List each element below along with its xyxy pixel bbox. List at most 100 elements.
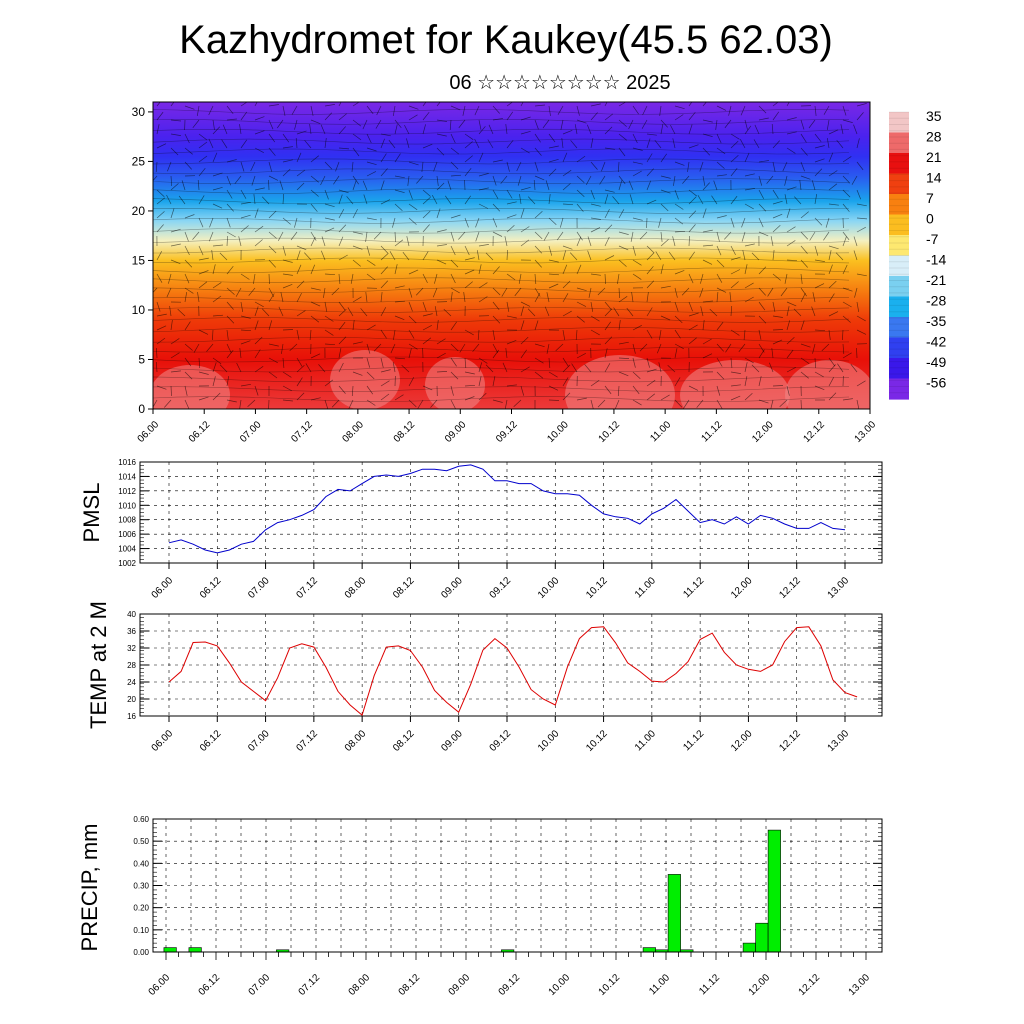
wind-vector xyxy=(394,315,405,321)
wind-vector xyxy=(618,341,629,345)
wind-vector xyxy=(543,231,550,241)
wind-vector xyxy=(422,143,433,149)
wind-vector xyxy=(520,239,530,247)
colorbar-label: 7 xyxy=(926,190,934,206)
wind-vector xyxy=(310,264,316,275)
wind-vector xyxy=(548,357,551,369)
wind-vector xyxy=(167,161,172,172)
wind-vector xyxy=(574,124,578,135)
heatmap-xtick-label: 07.00 xyxy=(238,419,264,445)
wind-vector xyxy=(156,385,167,390)
wind-vector xyxy=(476,250,480,261)
wind-vector xyxy=(450,105,461,111)
precip-xtick-label: 07.00 xyxy=(247,972,273,998)
wind-vector xyxy=(474,138,480,149)
wind-vector xyxy=(772,111,780,121)
wind-vector xyxy=(660,394,670,401)
wind-vector xyxy=(590,301,594,312)
wind-vector xyxy=(534,119,539,130)
wind-vector xyxy=(240,301,244,312)
wind-vector xyxy=(585,175,592,185)
wind-vector xyxy=(856,203,867,207)
wind-vector xyxy=(576,352,586,359)
wind-vector xyxy=(506,111,514,121)
wind-vector xyxy=(324,161,333,170)
wind-vector xyxy=(504,236,508,247)
wind-vector xyxy=(814,158,825,163)
wind-vector xyxy=(351,161,354,172)
wind-vector xyxy=(814,357,817,369)
wind-vector xyxy=(296,250,301,261)
wind-vector xyxy=(282,259,293,263)
wind-vector xyxy=(305,363,312,373)
wind-vector xyxy=(590,329,600,336)
wind-vector xyxy=(674,329,681,339)
wind-vector xyxy=(800,161,805,172)
wind-vector xyxy=(170,175,173,187)
colorbar-swatch xyxy=(889,317,909,339)
wind-vector xyxy=(674,203,684,210)
wind-vector xyxy=(660,264,664,275)
wind-vector xyxy=(793,308,802,317)
precip-ytick-label: 0.40 xyxy=(133,859,149,868)
wind-vector xyxy=(408,105,419,110)
wind-vector xyxy=(658,362,662,373)
wind-vector xyxy=(277,231,284,241)
wind-vector xyxy=(758,175,763,186)
wind-vector xyxy=(604,102,608,107)
wind-vector xyxy=(842,189,851,198)
wind-vector xyxy=(618,119,627,127)
wind-vector xyxy=(674,161,685,166)
wind-vector xyxy=(296,377,303,387)
wind-vector xyxy=(534,245,543,254)
wind-vector xyxy=(198,270,209,275)
wind-vector xyxy=(170,338,180,345)
wind-vector xyxy=(828,152,834,163)
wind-vector xyxy=(562,129,573,135)
wind-vector xyxy=(492,301,500,311)
wind-vector xyxy=(853,236,858,247)
wind-vector xyxy=(814,194,818,205)
wind-vector xyxy=(478,152,484,163)
wind-vector xyxy=(828,311,839,317)
wind-vector xyxy=(597,287,606,296)
wind-vector xyxy=(212,126,221,135)
wind-vector xyxy=(744,282,754,289)
wind-vector xyxy=(674,399,683,408)
wind-vector xyxy=(184,273,190,284)
wind-vector xyxy=(254,130,265,135)
wind-vector xyxy=(702,208,707,219)
temp-ytick-label: 20 xyxy=(127,695,136,704)
wind-vector xyxy=(728,105,732,116)
wind-vector xyxy=(492,287,501,296)
wind-vector xyxy=(282,245,286,256)
wind-vector xyxy=(617,273,620,284)
precip-xtick-label: 09.12 xyxy=(497,972,523,998)
wind-vector xyxy=(814,283,825,289)
wind-vector xyxy=(212,392,221,401)
wind-vector xyxy=(786,131,797,135)
wind-vector xyxy=(842,119,853,123)
wind-vector xyxy=(226,231,236,238)
colorbar-swatch xyxy=(889,153,909,175)
wind-vector xyxy=(618,209,625,219)
wind-vector xyxy=(268,245,277,254)
wind-vector xyxy=(604,208,610,219)
wind-vector xyxy=(352,147,360,157)
wind-vector xyxy=(632,105,639,115)
wind-vector xyxy=(506,315,517,319)
wind-vector xyxy=(450,343,459,352)
wind-vector xyxy=(268,104,279,107)
wind-vector xyxy=(716,259,725,268)
wind-vector xyxy=(184,292,188,303)
wind-vector xyxy=(562,357,569,367)
wind-vector xyxy=(184,287,194,294)
wind-vector xyxy=(786,186,797,191)
wind-vector xyxy=(646,245,655,254)
heatmap-ytick-label: 15 xyxy=(132,253,146,267)
heatmap-xtick-label: 08.00 xyxy=(341,419,367,445)
wind-vector xyxy=(324,315,334,322)
precip-xtick-label: 13.00 xyxy=(847,972,873,998)
wind-vector xyxy=(632,259,642,266)
wind-vector xyxy=(282,168,291,177)
